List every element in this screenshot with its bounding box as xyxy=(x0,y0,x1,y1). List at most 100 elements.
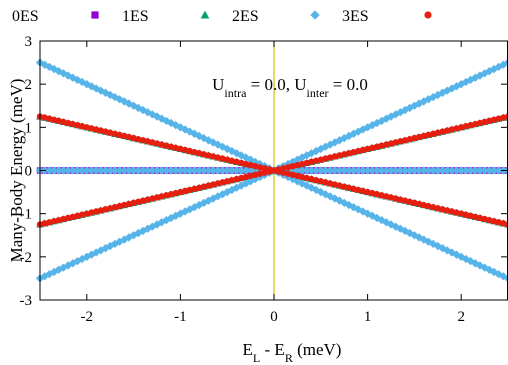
data-point xyxy=(391,110,400,119)
data-point xyxy=(82,166,91,175)
legend-marker xyxy=(200,10,210,19)
data-point xyxy=(349,129,358,138)
data-point xyxy=(433,166,442,175)
y-tick-label: -3 xyxy=(20,293,33,309)
data-point xyxy=(120,166,129,175)
legend-marker xyxy=(424,11,432,19)
axis-ticks: -2 -1 0 1 2 -3 -2 -1 0 1 2 3 xyxy=(20,34,507,325)
data-point xyxy=(424,95,433,104)
data-point xyxy=(316,187,325,197)
data-point xyxy=(363,166,372,175)
data-point xyxy=(293,166,302,175)
data-point xyxy=(475,166,485,175)
data-point xyxy=(471,259,480,268)
data-point xyxy=(171,166,180,175)
data-point xyxy=(419,97,428,106)
y-tick-label: -1 xyxy=(20,207,33,223)
data-point xyxy=(457,166,466,175)
data-point xyxy=(438,166,447,175)
data-point xyxy=(372,166,382,175)
data-point xyxy=(54,166,63,175)
data-point xyxy=(368,166,377,175)
data-point xyxy=(316,166,325,175)
x-tick-label: -2 xyxy=(81,309,94,325)
data-point xyxy=(414,233,424,242)
data-point xyxy=(391,222,400,231)
data-point xyxy=(115,166,124,175)
data-point xyxy=(204,166,213,175)
x-tick-label: 1 xyxy=(364,309,372,325)
legend-marker xyxy=(310,10,320,20)
data-point xyxy=(471,73,480,82)
y-tick-label: 1 xyxy=(25,120,33,136)
data-point xyxy=(354,205,363,214)
data-point xyxy=(223,166,232,175)
data-point xyxy=(424,237,433,246)
data-point xyxy=(377,166,386,175)
data-point xyxy=(316,144,325,154)
data-point xyxy=(349,166,358,175)
data-point xyxy=(414,99,424,108)
legend-label: 3ES xyxy=(342,8,369,25)
data-point xyxy=(307,149,316,158)
data-point xyxy=(129,166,138,175)
data-point xyxy=(321,166,330,175)
data-point xyxy=(405,166,414,175)
legend-item-0ES: 0ES xyxy=(12,8,99,25)
data-point xyxy=(330,166,339,175)
data-point xyxy=(45,166,54,175)
data-point xyxy=(213,166,222,175)
data-point xyxy=(428,239,438,249)
data-point xyxy=(433,241,442,251)
data-point xyxy=(307,183,316,192)
data-point xyxy=(311,166,321,175)
data-point xyxy=(386,220,396,229)
data-point xyxy=(452,166,461,175)
data-point xyxy=(63,261,73,270)
data-point xyxy=(400,166,410,175)
x-tick-label: -1 xyxy=(174,309,187,325)
data-point xyxy=(96,166,105,175)
data-point xyxy=(419,235,428,244)
legend-item-2ES: 2ES xyxy=(232,8,320,25)
data-point xyxy=(340,166,349,175)
data-point xyxy=(466,75,475,85)
data-point xyxy=(180,166,190,175)
data-point xyxy=(190,166,199,175)
data-point xyxy=(59,263,68,272)
data-point xyxy=(232,166,241,175)
y-tick-label: 0 xyxy=(25,164,33,180)
data-point xyxy=(176,166,185,175)
data-point xyxy=(124,166,134,175)
data-point xyxy=(485,166,494,175)
data-point xyxy=(424,166,433,175)
data-point xyxy=(54,265,63,274)
legend-item-1ES: 1ES xyxy=(122,8,210,25)
data-point xyxy=(499,60,508,69)
data-point xyxy=(414,166,424,175)
data-point xyxy=(461,77,471,87)
data-point xyxy=(335,166,344,175)
data-point xyxy=(297,166,307,175)
data-point xyxy=(461,166,471,175)
y-tick-label: -2 xyxy=(20,250,33,266)
legend-label: 0ES xyxy=(12,8,39,25)
data-point xyxy=(157,166,166,175)
legend-item-3ES: 3ES xyxy=(342,8,432,25)
data-point xyxy=(59,166,68,175)
x-tick-label: 0 xyxy=(270,309,278,325)
data-point xyxy=(503,58,508,67)
data-point xyxy=(241,166,251,175)
data-point xyxy=(92,166,101,175)
legend: 0ES 1ES 2ES 3ES xyxy=(12,8,432,25)
data-point xyxy=(311,185,321,195)
data-point xyxy=(489,166,499,175)
data-point xyxy=(194,166,204,175)
data-point xyxy=(396,108,405,117)
data-point xyxy=(386,112,396,121)
data-point xyxy=(302,166,311,175)
data-point xyxy=(326,166,335,175)
data-point xyxy=(246,166,255,175)
data-point xyxy=(386,166,396,175)
